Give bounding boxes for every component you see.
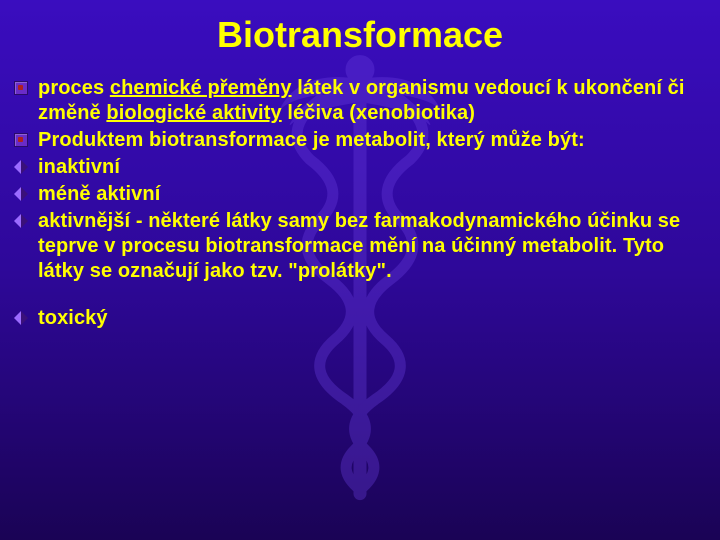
bullet-square-icon [14, 81, 28, 95]
list-item: aktivnější - některé látky samy bez farm… [40, 209, 706, 284]
list-item-text: proces chemické přeměny látek v organism… [38, 76, 706, 126]
bullet-rhombus-icon [14, 187, 28, 201]
bullet-rhombus-icon [14, 311, 28, 325]
list-item: proces chemické přeměny látek v organism… [40, 76, 706, 126]
list-item-text: toxický [38, 306, 108, 331]
list-item: toxický [40, 306, 706, 331]
slide-title: Biotransformace [0, 0, 720, 76]
bullet-rhombus-icon [14, 160, 28, 174]
list-item: méně aktivní [40, 182, 706, 207]
list-item-text: aktivnější - některé látky samy bez farm… [38, 209, 706, 284]
list-item: Produktem biotransformace je metabolit, … [40, 128, 706, 153]
list-item-text: inaktivní [38, 155, 120, 180]
bullet-square-icon [14, 133, 28, 147]
list-item-text: Produktem biotransformace je metabolit, … [38, 128, 585, 153]
bullet-rhombus-icon [14, 214, 28, 228]
list-item-text: méně aktivní [38, 182, 160, 207]
bullet-list: proces chemické přeměny látek v organism… [0, 76, 720, 331]
list-item: inaktivní [40, 155, 706, 180]
